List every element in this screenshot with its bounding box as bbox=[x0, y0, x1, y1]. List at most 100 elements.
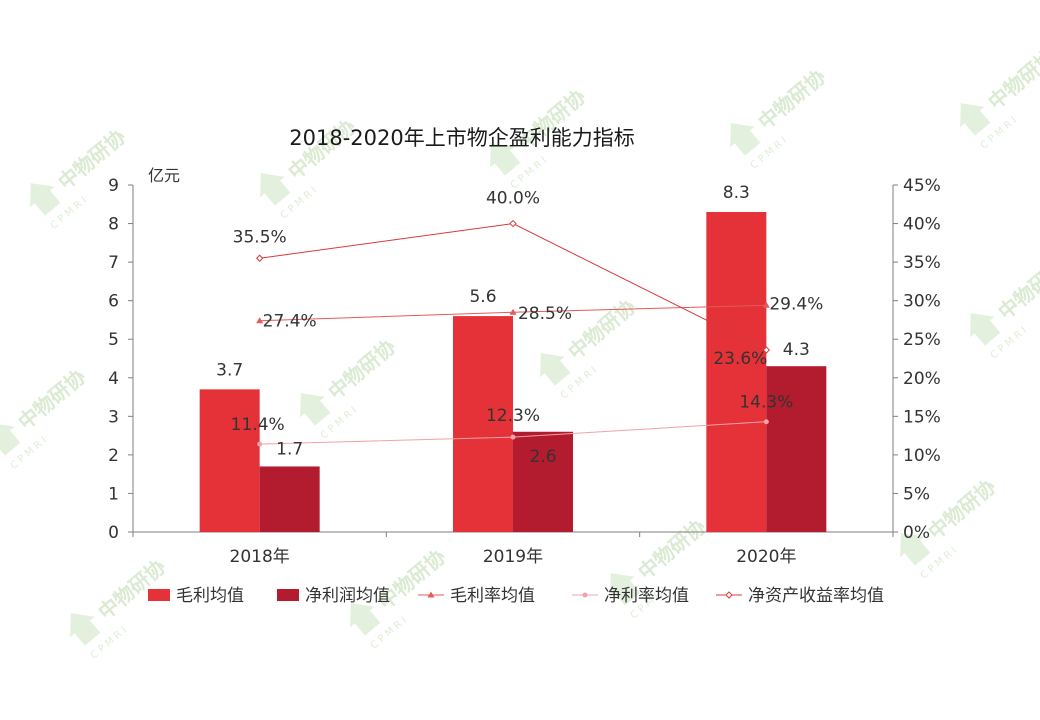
watermark-logo-icon bbox=[30, 183, 61, 216]
watermark-logo-icon bbox=[260, 173, 291, 206]
legend-label: 毛利率均值 bbox=[450, 586, 535, 606]
y-tick-label: 0 bbox=[108, 523, 119, 543]
line-point bbox=[763, 419, 769, 425]
watermark-logo-icon bbox=[350, 603, 381, 636]
bar-value-label: 1.7 bbox=[276, 439, 303, 459]
y-tick-label: 4 bbox=[108, 369, 119, 389]
y2-tick-label: 35% bbox=[903, 253, 941, 273]
line-value-label: 27.4% bbox=[263, 312, 317, 332]
legend-item: 毛利均值 bbox=[148, 586, 244, 606]
y-tick-label: 2 bbox=[108, 446, 119, 466]
bar-value-label: 5.6 bbox=[469, 287, 496, 307]
watermark-text: 中物研协 bbox=[983, 45, 1040, 115]
legend-swatch bbox=[148, 589, 170, 601]
watermark-logo-icon bbox=[970, 313, 1001, 346]
line-point bbox=[427, 591, 435, 598]
legend-label: 净资产收益率均值 bbox=[748, 586, 884, 606]
bar-value-label: 4.3 bbox=[783, 340, 810, 360]
legend-item: 净资产收益率均值 bbox=[716, 586, 884, 606]
x-tick-label: 2020年 bbox=[736, 547, 796, 567]
watermark-text: 中物研协 bbox=[13, 365, 90, 435]
y2-tick-label: 5% bbox=[903, 484, 930, 504]
y2-tick-label: 25% bbox=[903, 330, 941, 350]
watermark-logo-icon bbox=[540, 353, 571, 386]
line-point bbox=[762, 301, 770, 308]
watermark-logo-icon bbox=[0, 423, 21, 456]
watermark-logo-icon bbox=[70, 613, 101, 646]
line-value-label: 14.3% bbox=[739, 393, 793, 413]
line-value-label: 12.3% bbox=[486, 406, 540, 426]
watermark-logo-icon bbox=[300, 393, 331, 426]
watermark-text: 中物研协 bbox=[753, 65, 830, 135]
y2-tick-label: 30% bbox=[903, 292, 941, 312]
line-value-label: 28.5% bbox=[518, 304, 572, 324]
line-value-label: 23.6% bbox=[713, 349, 767, 369]
legend-label: 净利率均值 bbox=[604, 586, 689, 606]
bar-gross-profit bbox=[706, 211, 767, 532]
legend-label: 净利润均值 bbox=[305, 586, 390, 606]
bar-value-label: 8.3 bbox=[723, 183, 750, 203]
legend-label: 毛利均值 bbox=[176, 586, 244, 606]
legend-item: 净利润均值 bbox=[277, 586, 390, 606]
line-point bbox=[509, 308, 517, 315]
watermark-logo-icon bbox=[610, 573, 641, 606]
watermark-text: 中物研协 bbox=[563, 295, 640, 365]
y2-tick-label: 15% bbox=[903, 407, 941, 427]
legend: 毛利均值 净利润均值 毛利率均值 净利率均值 净资产收益率均值 bbox=[148, 586, 884, 606]
line-point bbox=[509, 219, 517, 228]
watermark-text: 中物研协 bbox=[923, 475, 1000, 545]
line-point bbox=[582, 592, 588, 598]
watermark-logo-icon bbox=[730, 123, 761, 156]
y2-tick-label: 20% bbox=[903, 369, 941, 389]
y2-tick-label: 45% bbox=[903, 176, 941, 196]
bar-net-profit bbox=[766, 366, 827, 532]
bar-net-profit bbox=[259, 466, 320, 532]
y-tick-label: 5 bbox=[108, 330, 119, 350]
legend-item: 毛利率均值 bbox=[418, 586, 535, 606]
line-value-label: 29.4% bbox=[769, 294, 823, 314]
line-point bbox=[762, 346, 771, 354]
y-tick-label: 6 bbox=[108, 292, 119, 312]
line-point bbox=[255, 254, 264, 262]
watermark-text: 中物研协 bbox=[993, 255, 1040, 325]
line-point bbox=[256, 317, 264, 324]
y-tick-label: 8 bbox=[108, 215, 119, 235]
bar-gross-profit bbox=[199, 389, 260, 532]
line-value-label: 11.4% bbox=[231, 415, 285, 435]
y2-tick-label: 40% bbox=[903, 215, 941, 235]
axes: 0 1 2 3 4 5 6 7 8 9 0% 5% 10% 15% 20% 25% 30% 35% 40% 45% 20… bbox=[108, 176, 941, 567]
bar-value-label: 2.6 bbox=[529, 447, 556, 467]
legend-item: 净利率均值 bbox=[572, 586, 689, 606]
line-value-label: 35.5% bbox=[233, 227, 287, 247]
watermark-logo-icon bbox=[900, 533, 931, 566]
y-axis-unit-label: 亿元 bbox=[148, 166, 180, 185]
bar-value-label: 3.7 bbox=[216, 360, 243, 380]
x-tick-label: 2019年 bbox=[483, 547, 543, 567]
legend-swatch bbox=[277, 589, 299, 601]
line-value-label: 40.0% bbox=[486, 189, 540, 209]
y-tick-label: 3 bbox=[108, 407, 119, 427]
watermark-text: 中物研协 bbox=[633, 515, 710, 585]
line-point bbox=[725, 591, 733, 599]
watermark-logo-icon bbox=[960, 103, 991, 136]
line-point bbox=[510, 434, 516, 440]
y2-tick-label: 10% bbox=[903, 446, 941, 466]
y-tick-label: 9 bbox=[108, 176, 119, 196]
y2-tick-label: 0% bbox=[903, 523, 930, 543]
bar-gross-profit bbox=[453, 316, 513, 532]
line-point bbox=[257, 441, 263, 447]
y-tick-label: 7 bbox=[108, 253, 119, 273]
bar-net-profit bbox=[513, 431, 573, 532]
y-tick-label: 1 bbox=[108, 484, 119, 504]
data-labels: 3.7 5.6 8.3 1.7 2.6 4.3 27.4% 28.5% 29.4% 11.4% 12… bbox=[216, 183, 823, 467]
lines bbox=[255, 219, 771, 447]
bars bbox=[199, 211, 827, 532]
